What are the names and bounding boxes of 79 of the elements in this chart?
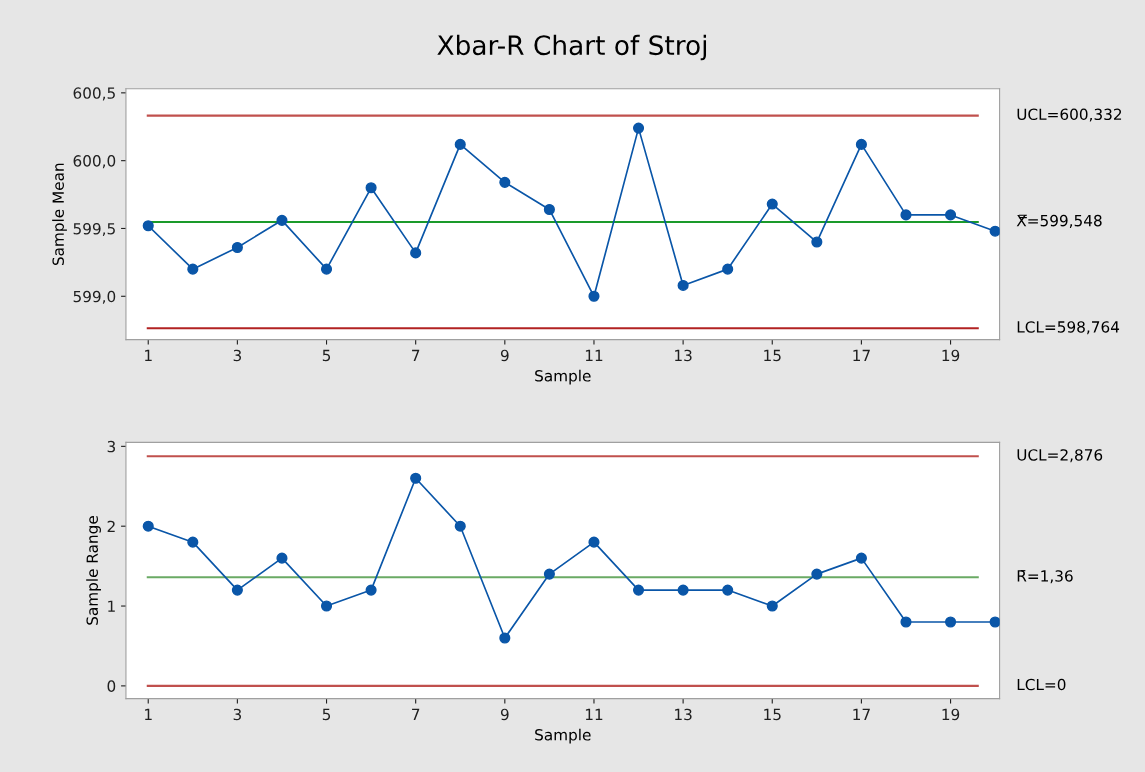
point [588, 290, 600, 302]
point [543, 568, 555, 580]
x-tick-label: 5 [322, 708, 331, 721]
chart-title: Xbar-R Chart of Stroj [437, 34, 707, 61]
point [989, 616, 1000, 628]
point [766, 600, 778, 612]
x-tick-label: 19 [942, 708, 960, 721]
x-tick-label: 3 [233, 349, 242, 362]
x-tick-label: 11 [585, 349, 603, 362]
point [588, 536, 600, 548]
y-tick-label: 599,0 [73, 290, 116, 304]
point [900, 209, 912, 221]
ref-line-label: LCL=0 [1017, 678, 1066, 691]
x-tick-label: 17 [853, 349, 870, 362]
ref-line-label: UCL=2,876 [1017, 449, 1103, 463]
point [365, 182, 377, 194]
x-tick-label: 11 [585, 708, 603, 720]
point [766, 198, 778, 210]
ref-line-label: R̄=1,36 [1017, 570, 1073, 584]
x-tick-label: 19 [942, 349, 960, 362]
point [632, 584, 645, 596]
point [142, 520, 154, 532]
y-tick-label: 3 [107, 440, 115, 453]
point [231, 584, 243, 596]
x-tick-label: 1 [145, 708, 152, 720]
x-tick-label: 9 [500, 349, 509, 362]
x-tick-label: 13 [675, 349, 692, 362]
y-tick-label: 2 [107, 520, 115, 532]
point [722, 584, 734, 596]
point [722, 263, 734, 275]
point [276, 552, 288, 564]
ref-line-label: LCL=598,764 [1017, 321, 1120, 335]
point [499, 632, 511, 644]
point [944, 209, 957, 221]
point [855, 138, 867, 150]
point [900, 616, 912, 628]
point [632, 122, 645, 134]
point [454, 520, 466, 532]
x-axis-title: Sample [535, 728, 591, 744]
y-tick-label: 600,0 [73, 155, 116, 169]
ref-line-label: UCL=600,332 [1017, 108, 1122, 122]
y-tick-label: 600,5 [73, 87, 115, 101]
point [276, 214, 288, 226]
y-axis-title: Sample Range [86, 516, 101, 625]
point [543, 203, 555, 216]
x-tick-label: 15 [764, 708, 781, 721]
ref-line-label: X̿=599,548 [1016, 214, 1102, 228]
x-tick-label: 3 [233, 708, 242, 721]
y-tick-label: 1 [108, 600, 115, 612]
point [142, 220, 154, 232]
point [410, 472, 422, 484]
point [811, 568, 823, 580]
x-tick-label: 7 [412, 708, 420, 720]
point [320, 263, 333, 275]
point [365, 584, 377, 596]
point [231, 241, 243, 254]
x-tick-label: 9 [500, 708, 509, 721]
x-tick-label: 17 [853, 708, 870, 720]
x-tick-label: 13 [675, 708, 692, 721]
x-tick-label: 7 [412, 349, 420, 362]
y-tick-label: 0 [107, 680, 116, 692]
point [989, 225, 1000, 237]
point [811, 236, 823, 248]
point [944, 616, 957, 628]
point [677, 584, 689, 596]
point [320, 600, 333, 612]
x-tick-label: 15 [764, 349, 781, 362]
point [677, 279, 689, 291]
point [410, 247, 422, 259]
point [187, 536, 199, 548]
point [499, 176, 511, 188]
point [454, 138, 466, 150]
x-tick-label: 5 [322, 349, 331, 362]
point [187, 263, 199, 275]
y-axis-title: Sample Mean [52, 163, 67, 266]
y-tick-label: 599,5 [73, 222, 115, 237]
x-tick-label: 1 [145, 349, 152, 362]
point [855, 552, 867, 564]
x-axis-title: Sample [535, 369, 591, 385]
